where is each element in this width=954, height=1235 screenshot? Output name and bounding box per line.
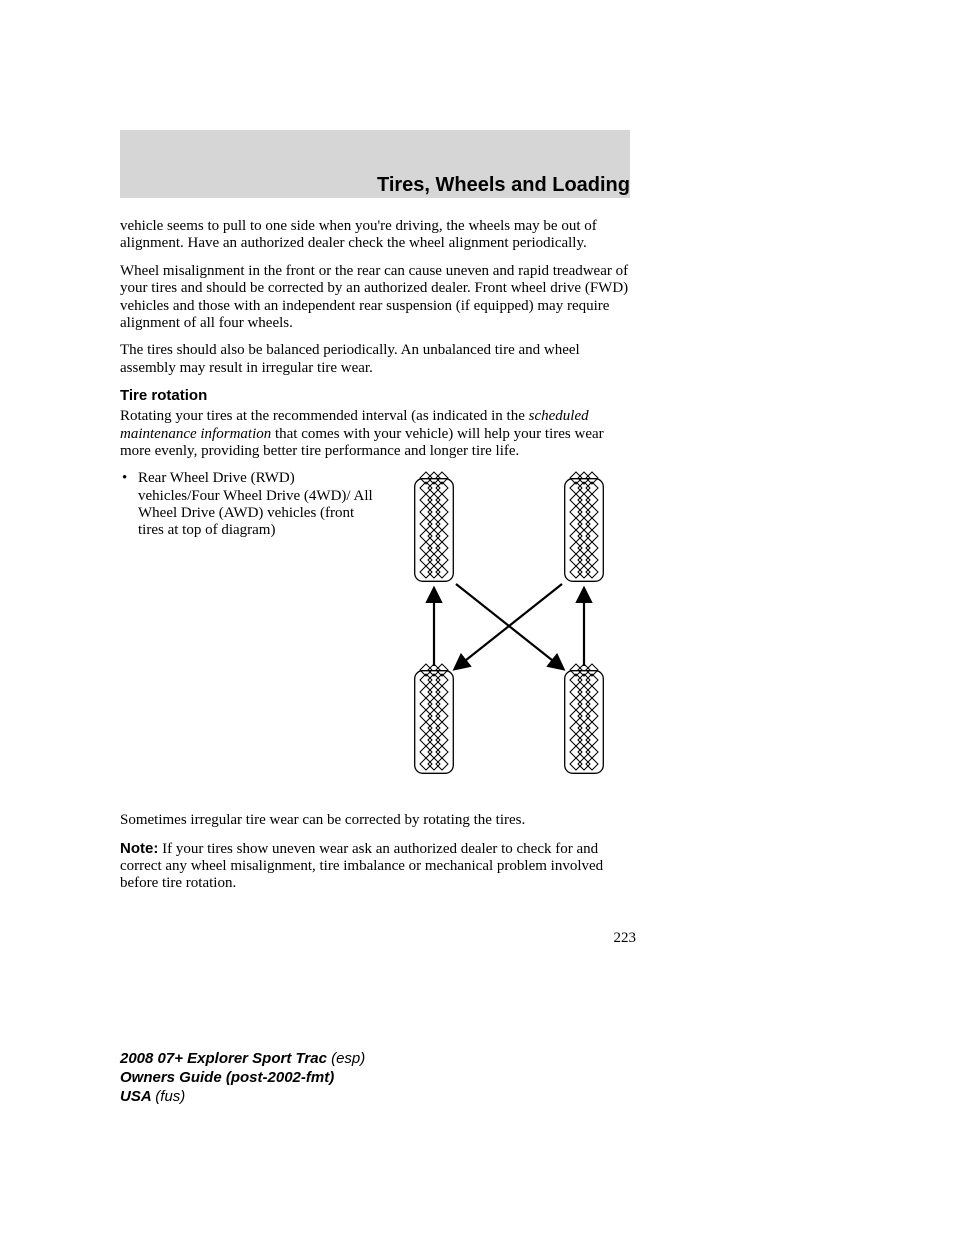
text-run-bold: Note:: [120, 840, 158, 857]
bullet-diagram-row: Rear Wheel Drive (RWD) vehicles/Four Whe…: [120, 470, 632, 790]
page: Tires, Wheels and Loading vehicle seems …: [0, 0, 954, 1235]
text-run-bold-italic: 2008 07+ Explorer Sport Trac: [120, 1050, 331, 1067]
paragraph: vehicle seems to pull to one side when y…: [120, 218, 632, 253]
paragraph: Note: If your tires show uneven wear ask…: [120, 840, 632, 893]
bullet-column: Rear Wheel Drive (RWD) vehicles/Four Whe…: [120, 470, 378, 540]
footer-line: 2008 07+ Explorer Sport Trac (esp): [120, 1050, 720, 1069]
text-run-bold-italic: USA: [120, 1088, 155, 1105]
text-run-bold-italic: Owners Guide (post-2002-fmt): [120, 1069, 334, 1086]
paragraph: The tires should also be balanced period…: [120, 342, 632, 377]
diagram-svg: [386, 470, 632, 786]
text-run-italic: (fus): [155, 1088, 185, 1105]
page-number: 223: [614, 930, 637, 947]
section-title: Tires, Wheels and Loading: [350, 174, 630, 197]
footer: 2008 07+ Explorer Sport Trac (esp) Owner…: [120, 1050, 720, 1106]
text-run: Rotating your tires at the recommended i…: [120, 408, 529, 424]
tire-rear-left-icon: [415, 664, 454, 773]
paragraph: Sometimes irregular tire wear can be cor…: [120, 812, 632, 829]
paragraph: Wheel misalignment in the front or the r…: [120, 263, 632, 333]
page-content: vehicle seems to pull to one side when y…: [120, 218, 632, 903]
footer-line: Owners Guide (post-2002-fmt): [120, 1069, 720, 1088]
tire-front-right-icon: [565, 472, 604, 581]
text-run: If your tires show uneven wear ask an au…: [120, 841, 603, 892]
text-run-italic: (esp): [331, 1050, 365, 1067]
footer-line: USA (fus): [120, 1088, 720, 1107]
paragraph: Rotating your tires at the recommended i…: [120, 408, 632, 460]
subheading: Tire rotation: [120, 387, 632, 404]
tire-rear-right-icon: [565, 664, 604, 773]
tire-rotation-diagram: [386, 470, 632, 790]
list-item: Rear Wheel Drive (RWD) vehicles/Four Whe…: [120, 470, 378, 540]
tire-front-left-icon: [415, 472, 454, 581]
